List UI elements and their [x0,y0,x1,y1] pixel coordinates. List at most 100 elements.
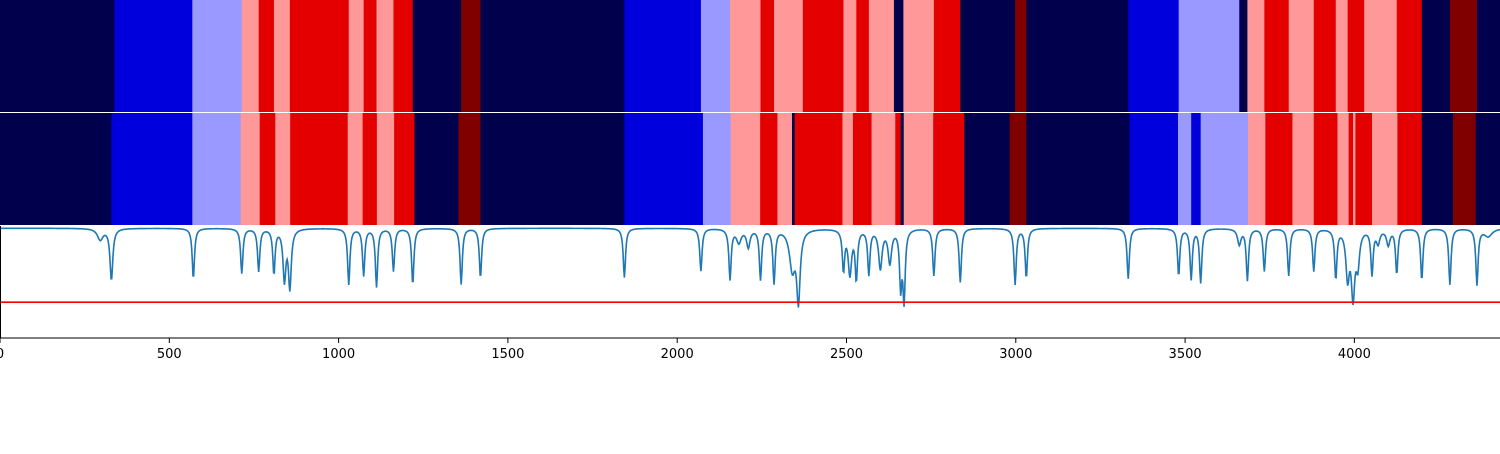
heatmap-track-2 [0,113,1500,225]
heatmap-2-segment [794,113,844,225]
heatmap-1-segment [960,0,1016,112]
x-tick-label: 2000 [661,347,694,362]
x-tick-label: 2500 [830,347,863,362]
heatmap-1-segment [461,0,482,112]
heatmap-2-segment [964,113,1011,225]
heatmap-2-segment [852,113,873,225]
heatmap-2-segment [777,113,793,225]
heatmap-2-segment [362,113,378,225]
heatmap-1-segment [1015,0,1027,112]
heatmap-1-segment [760,0,775,112]
heatmap-2-segment [900,113,905,225]
heatmap-2-segment [394,113,416,225]
heatmap-2-segment [414,113,460,225]
heatmap-2-segment [1248,113,1266,225]
heatmap-2-segment [1200,113,1249,225]
x-tick-label: 3500 [1169,347,1202,362]
heatmap-1-segment [1239,0,1249,112]
heatmap-1-segment [0,0,116,112]
heatmap-1-segment [363,0,378,112]
heatmap-track-1 [0,0,1500,112]
heatmap-1-segment [1335,0,1349,112]
heatmap-2-segment [376,113,395,225]
heatmap-2-segment [259,113,276,225]
heatmap-1-segment [1421,0,1451,112]
heatmap-2-segment [480,113,625,225]
x-tick-label: 3000 [999,347,1032,362]
heatmap-2-segment [1353,113,1357,225]
heatmap-2-segment [1372,113,1399,225]
heatmap-1-segment [933,0,961,112]
heatmap-2-segment [1475,113,1500,225]
heatmap-1-segment [802,0,845,112]
heatmap-2-segment [1452,113,1477,225]
heatmap-1-segment [1396,0,1423,112]
heatmap-2-segment [1191,113,1202,225]
heatmap-1-segment [1264,0,1290,112]
heatmap-2-segment [1421,113,1454,225]
heatmap-1-segment [1178,0,1240,112]
heatmap-2-segment [760,113,779,225]
x-tick-label: 500 [157,347,182,362]
heatmap-1-segment [774,0,804,112]
heatmap-2-segment [895,113,902,225]
heatmap-2-segment [624,113,704,225]
heatmap-1-segment [1364,0,1398,112]
heatmap-2-segment [1177,113,1192,225]
x-tick-label: 1000 [322,347,355,362]
heatmap-1-segment [1449,0,1478,112]
heatmap-1-segment [412,0,462,112]
heatmap-2-segment [1337,113,1350,225]
heatmap-2-segment [458,113,482,225]
x-axis: 0 500 1000 1500 2000 2500 3000 3500 4000 [0,338,1371,362]
heatmap-1-segment [1476,0,1500,112]
heatmap-2-segment [192,113,242,225]
x-tick-label: 0 [0,347,4,362]
heatmap-2-segment [903,113,934,225]
heatmap-2-segment [275,113,291,225]
heatmap-1-segment [1288,0,1315,112]
heatmap-2-segment [290,113,349,225]
heatmap-1-segment [1313,0,1337,112]
heatmap-1-segment [730,0,762,112]
heatmap-1-segment [700,0,731,112]
heatmap-2-segment [1355,113,1373,225]
heatmap-1-segment [868,0,895,112]
heatmap-1-segment [903,0,935,112]
heatmap-2-segment [791,113,796,225]
heatmap-2-segment [871,113,896,225]
heatmap-1-segment [1128,0,1180,112]
heatmap-2-segment [1129,113,1179,225]
heatmap-2-segment [842,113,854,225]
heatmap-2-segment [1026,113,1131,225]
heatmap-1-segment [856,0,870,112]
heatmap-2-segment [1313,113,1339,225]
heatmap-1-segment [1347,0,1365,112]
heatmap-2-segment [1397,113,1423,225]
heatmap-2-segment [1348,113,1354,225]
heatmap-2-segment [240,113,261,225]
heatmap-2-segment [702,113,732,225]
line-panel [0,112,1500,339]
heatmap-2-segment [111,113,193,225]
heatmap-1-segment [893,0,904,112]
heatmap-1-segment [114,0,193,112]
heatmap-2-segment [1292,113,1315,225]
heatmap-1-segment [393,0,414,112]
heatmap-2-segment [730,113,761,225]
x-tick-label: 1500 [491,347,524,362]
signal-line [0,227,1500,308]
heatmap-2-segment [0,113,112,225]
heatmap-1-segment [258,0,275,112]
heatmap-2-segment [1265,113,1294,225]
x-tick-label: 4000 [1338,347,1371,362]
heatmap-1-segment [480,0,625,112]
heatmap-1-segment [348,0,365,112]
heatmap-1-segment [241,0,260,112]
heatmap-1-segment [1026,0,1129,112]
heatmap-1-segment [273,0,291,112]
heatmap-2-segment [1009,113,1027,225]
heatmap-2-segment [933,113,965,225]
